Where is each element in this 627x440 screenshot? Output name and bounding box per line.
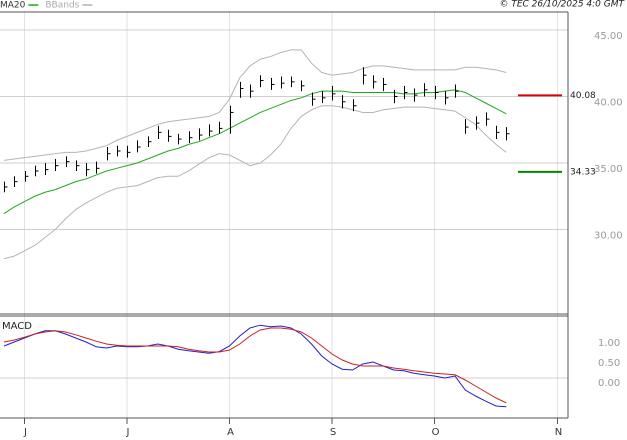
- price-marker-label: 34.33: [570, 167, 596, 177]
- grid: [0, 12, 568, 418]
- x-tick-label: O: [432, 427, 440, 438]
- x-tick-label: S: [330, 427, 336, 438]
- macd-title: MACD: [2, 321, 32, 332]
- y-tick-label: 40.00: [594, 97, 623, 108]
- legend-label: BBands: [45, 1, 79, 11]
- legend: MA20 BBands: [0, 1, 93, 11]
- price-marker-label: 40.08: [570, 91, 596, 101]
- y-tick-label: 45.00: [594, 31, 623, 42]
- y-tick-label: 0.50: [598, 358, 620, 369]
- y-tick-label: 0.00: [598, 378, 620, 389]
- legend-label: MA20: [0, 1, 26, 11]
- y-tick-label: 1.00: [598, 338, 620, 349]
- x-tick-label: A: [227, 427, 234, 438]
- series-line: [3, 327, 507, 404]
- x-tick-label: J: [23, 427, 27, 438]
- series-line: [3, 89, 507, 214]
- marks: [3, 49, 510, 408]
- x-tick-label: N: [555, 427, 562, 438]
- y-tick-label: 35.00: [594, 164, 623, 175]
- x-tick-label: J: [126, 427, 130, 438]
- series-line: [3, 105, 507, 260]
- series-line: [3, 49, 507, 161]
- copyright: © TEC 26/10/2025 4:0 GMT: [499, 0, 625, 10]
- series-line: [3, 324, 507, 408]
- y-tick-label: 30.00: [594, 231, 623, 242]
